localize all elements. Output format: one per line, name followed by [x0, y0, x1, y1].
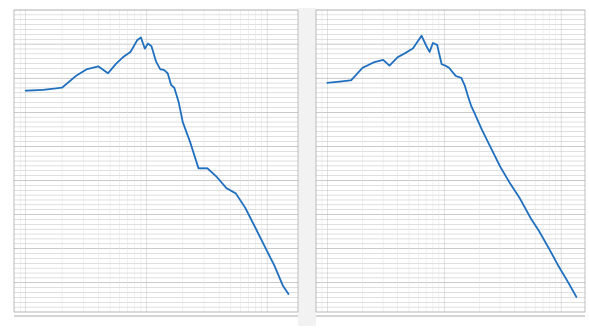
data-point: [130, 51, 131, 53]
gridlines-horizontal: [14, 9, 298, 313]
data-point: [464, 85, 466, 86]
data-point: [455, 75, 456, 77]
data-point: [122, 56, 124, 58]
data-point: [389, 65, 390, 66]
data-point: [178, 102, 179, 103]
data-point: [429, 51, 430, 53]
data-point: [373, 61, 375, 63]
data-point: [235, 193, 237, 194]
data-point: [155, 61, 157, 62]
data-point: [282, 285, 284, 287]
data-point: [404, 53, 406, 54]
plot-frame: [315, 9, 586, 313]
plot-frame: [13, 9, 299, 313]
data-point: [98, 66, 99, 67]
data-point: [288, 293, 289, 295]
data-point: [137, 39, 138, 41]
series-line-1: [326, 34, 578, 298]
data-point: [61, 87, 63, 88]
data-point: [558, 265, 559, 267]
data-point: [475, 114, 476, 116]
data-point: [576, 296, 577, 298]
data-point: [508, 181, 510, 183]
gridlines-horizontal: [316, 9, 585, 313]
data-point: [441, 63, 442, 65]
data-point: [432, 42, 434, 44]
data-point: [436, 44, 438, 46]
data-point: [470, 105, 472, 107]
data-point: [530, 218, 532, 219]
data-point: [167, 72, 168, 74]
chart-panel-2: [315, 9, 586, 317]
data-point: [549, 249, 551, 251]
data-point: [107, 72, 109, 74]
data-point: [159, 68, 161, 70]
data-point: [382, 59, 384, 61]
data-point: [264, 245, 265, 247]
data-point: [170, 84, 172, 86]
data-point: [490, 147, 492, 148]
chart-panel-1: [13, 9, 299, 317]
data-point: [43, 89, 44, 91]
data-point: [412, 48, 414, 49]
data-point: [481, 129, 483, 131]
data-point: [147, 43, 149, 44]
data-point: [274, 265, 275, 267]
data-point: [538, 231, 540, 232]
data-point: [86, 68, 87, 70]
data-point: [207, 168, 208, 169]
data-point: [499, 165, 501, 167]
data-point: [245, 207, 246, 209]
data-point: [198, 168, 199, 169]
data-point: [216, 176, 217, 177]
data-point: [425, 45, 427, 46]
data-point: [163, 69, 165, 71]
data-point: [327, 82, 328, 84]
data-point: [226, 187, 227, 189]
data-point: [25, 90, 27, 91]
data-point: [151, 45, 152, 47]
data-point: [467, 96, 469, 97]
data-point: [340, 81, 341, 82]
panel-divider: [298, 8, 316, 326]
data-point: [461, 77, 462, 79]
data-point: [519, 197, 520, 198]
data-point: [75, 75, 77, 77]
data-point: [350, 79, 352, 81]
data-point: [115, 63, 117, 65]
data-point: [362, 67, 363, 69]
data-point: [444, 65, 446, 66]
data-point: [421, 35, 422, 37]
data-point: [255, 227, 256, 229]
data-point: [140, 37, 142, 38]
data-point: [173, 87, 175, 88]
data-point: [448, 67, 450, 69]
data-point: [182, 121, 184, 123]
data-point: [397, 56, 399, 58]
data-point: [144, 48, 146, 49]
data-point: [189, 141, 191, 143]
data-point: [567, 282, 569, 283]
